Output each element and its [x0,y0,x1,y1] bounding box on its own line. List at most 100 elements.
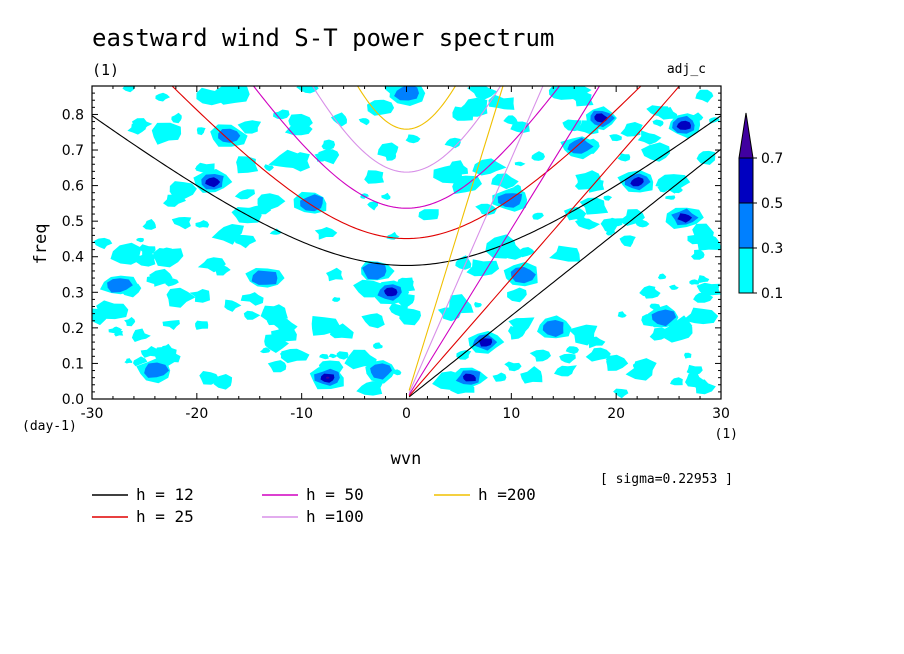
y-axis-unit: (day-1) [22,419,77,434]
kelvin-curve-h25 [408,86,681,397]
contour-patch-low [510,121,530,133]
contour-patch-low [142,219,156,230]
contour-patch-low [381,192,391,200]
contour-patch-low [114,329,124,337]
contour-patch-low [140,346,158,358]
contour-patch-low [570,91,594,107]
contour-patch-low [131,328,151,342]
x-tick-label: 10 [502,406,520,422]
contour-patch-low [163,194,186,207]
contour-patch-low [684,352,692,359]
contour-patch-low [669,284,679,290]
contour-patch-low [685,370,705,388]
x-axis-unit: (1) [715,427,738,442]
contour-patch-low [529,349,551,362]
contour-patch-level-0.3 [651,309,677,327]
contour-patch-low [652,119,664,127]
contour-patch-low [637,130,662,145]
contour-patch-low [520,366,543,384]
contour-patch-low [691,249,705,260]
contour-patch-low [269,228,283,235]
contour-patch-low [474,302,482,308]
contour-patch-low [260,347,271,354]
legend-label: h = 50 [306,485,364,504]
y-tick-label: 0.3 [62,285,84,301]
contour-patch-low [549,245,581,262]
x-tick-label: 30 [712,406,730,422]
contour-patch-low [508,326,527,340]
contour-patch-low [514,161,526,167]
contour-patch-low [199,371,219,385]
contour-patch-low [682,307,719,325]
contour-patch-low [492,372,507,382]
contour-patch-low [467,86,498,100]
contour-patch-low [519,247,535,258]
contour-patch-low [449,294,474,315]
legend-label: h = 25 [136,507,194,526]
colorbar-label: 0.7 [761,151,783,167]
contour-patch-low [273,109,290,120]
contour-patch-low [96,300,129,320]
contour-patch-low [264,164,274,172]
legend: h = 12 h = 25 h = 50 h =100 h =200 [92,485,536,526]
contour-patch-low [658,106,678,120]
contour-patch-low [657,183,670,193]
contour-patch-low [383,151,397,161]
contour-patch-low [367,201,379,211]
contour-patch-level-0.3 [510,266,536,284]
contour-patch-low [358,118,370,126]
kelvin-curve-h50 [408,86,601,396]
contour-patch-low [559,353,576,364]
contour-patch-level-0.3 [542,320,564,337]
contour-patch-low [344,349,377,370]
contour-patch-low [234,189,255,200]
contour-patch-low [196,87,228,106]
contour-patch-low [503,115,518,125]
contour-patch-low [189,289,210,303]
contour-patch-low [314,150,329,162]
legend-label: h =100 [306,507,364,526]
contour-patch-low [568,324,598,346]
contour-patch-low [457,97,488,117]
contour-patch-low [195,220,210,228]
contour-patch-low [695,89,714,103]
contour-patch-low [124,317,136,327]
contour-patch-low [554,365,577,377]
x-tick-label: 20 [607,406,625,422]
contour-patch-level-0.5 [384,287,398,297]
contour-patch-level-0.5 [463,373,476,382]
contour-patch-low [665,195,676,200]
contour-patch-low [336,351,349,360]
contour-patch-low [93,237,113,250]
contour-patch-low [133,356,148,367]
contour-patch-low [670,377,683,386]
contour-patch-low [466,259,500,277]
contour-patch-low [613,388,629,399]
y-tick-label: 0.1 [62,356,84,372]
contour-patch-low [600,218,618,234]
contour-patch-low [655,174,691,194]
contour-patch-low [657,273,667,280]
chart-subtitle-right: adj_c [667,62,706,77]
chart-subtitle-left: (1) [92,61,119,79]
contour-patch-level-0.3 [362,262,387,280]
ig-curve-h25 [171,86,642,240]
x-axis-label: wvn [391,449,422,469]
x-tick-label: -20 [185,406,208,422]
contour-patch-low [248,205,272,215]
contour-patch-low [261,305,285,322]
y-tick-label: 0.7 [62,143,84,159]
plot-area: -30 -20 -10 0 10 20 30 0.0 0.1 0.2 0.3 0.4 0.5 0.6 0.7… [62,85,730,422]
contour-patch-level-0.3 [144,362,170,378]
y-tick-label: 0.8 [62,107,84,123]
contour-patch-low [171,112,182,124]
contour-patch-low [173,291,185,300]
contour-patch-low [314,227,338,240]
contour-patch-low [328,353,338,359]
contour-patch-level-0.7 [325,376,330,379]
colorbar-segment [738,157,754,204]
colorbar-extend-arrow [738,112,754,159]
contour-patch-low [124,358,133,364]
contour-patch-low [448,377,457,384]
contour-patch-level-0.5 [205,177,221,188]
